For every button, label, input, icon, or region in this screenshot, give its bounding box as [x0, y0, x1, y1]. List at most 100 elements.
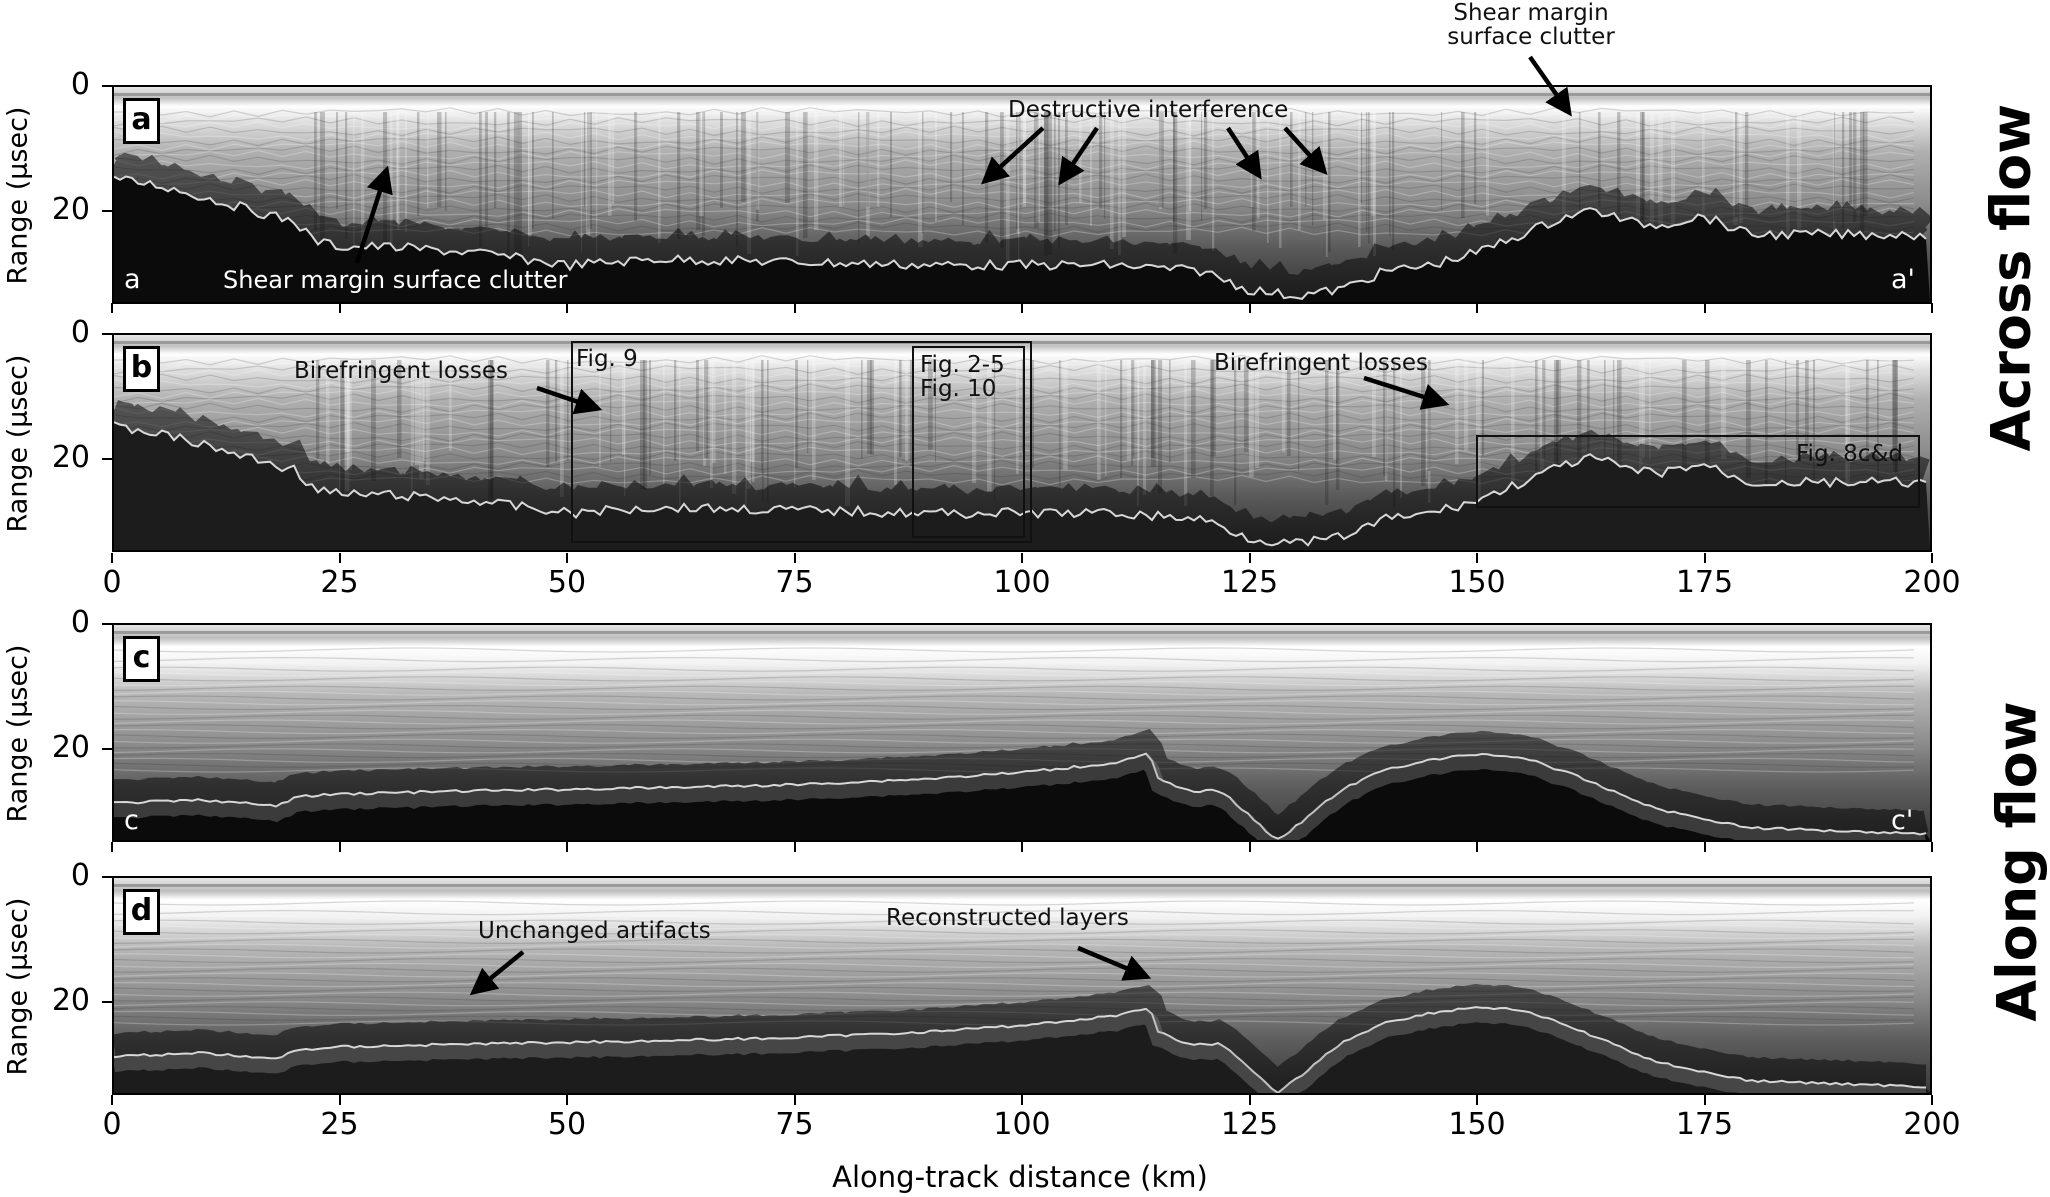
panel-b-image: [114, 335, 1930, 550]
fig9-label: Fig. 9: [576, 346, 638, 372]
xtick-label: 150: [1448, 565, 1506, 600]
xtickmark: [111, 553, 113, 563]
ytickmark: [102, 85, 112, 87]
xtickmark: [111, 842, 113, 852]
xtick-label: 175: [1675, 565, 1734, 600]
side-label-across-flow: Across flow: [1979, 103, 2043, 452]
annotation-unchanged-artifacts: Unchanged artifacts: [478, 918, 711, 944]
xtick-label: 150: [1448, 1107, 1506, 1142]
xtick-label: 75: [775, 565, 814, 600]
xtickmark: [793, 303, 796, 313]
xtick-label: 100: [993, 565, 1051, 600]
y-axis-label-d: Range (μsec): [2, 897, 34, 1076]
xtickmark: [1476, 553, 1478, 563]
ytickmark: [102, 623, 112, 625]
xtickmark: [338, 553, 341, 563]
fig8-label: Fig. 8c&d: [1796, 441, 1903, 467]
xtick-label: 50: [547, 1107, 587, 1142]
xtickmark: [1931, 553, 1933, 563]
panel-d-radargram: [112, 876, 1932, 1095]
ytick-a-0: 0: [70, 67, 90, 102]
xtickmark: [793, 553, 796, 563]
ytickmark: [102, 1001, 112, 1003]
xtickmark: [566, 303, 568, 313]
ytick-d-20: 20: [51, 983, 90, 1018]
xtickmark: [1931, 303, 1933, 313]
xtickmark: [1476, 842, 1478, 852]
ytickmark: [102, 748, 112, 750]
xtick-label: 175: [1675, 1107, 1734, 1142]
xtickmark: [1021, 842, 1023, 852]
annotation-destructive-interference: Destructive interference: [1008, 97, 1289, 123]
ytick-b-20: 20: [51, 440, 90, 475]
xtick-label: 50: [547, 565, 587, 600]
ytickmark: [102, 876, 112, 878]
fig2-5-label: Fig. 2-5: [920, 352, 1005, 378]
xtick-label: 0: [102, 1107, 122, 1142]
ytickmark: [102, 333, 112, 335]
panel-a-radargram: [112, 85, 1932, 304]
fig8-box: [1476, 435, 1920, 508]
xtickmark: [1703, 303, 1706, 313]
xtickmark: [1931, 842, 1933, 852]
ytick-c-0: 0: [70, 605, 90, 640]
y-axis-label-a: Range (μsec): [2, 106, 34, 285]
fig9-box: [571, 341, 1032, 543]
ytickmark: [102, 210, 112, 212]
ytick-a-20: 20: [51, 192, 90, 227]
xtick-label: 75: [775, 1107, 814, 1142]
xtickmark: [111, 303, 113, 313]
panel-d-image: [114, 878, 1930, 1093]
xtickmark: [338, 842, 341, 852]
xtickmark: [1476, 303, 1478, 313]
y-axis-label-b: Range (μsec): [2, 354, 34, 533]
xtick-label: 25: [320, 565, 359, 600]
annotation-birefringent-left: Birefringent losses: [294, 358, 509, 384]
ytick-d-0: 0: [70, 858, 90, 893]
xtickmark: [1248, 553, 1251, 563]
panel-label-d: d: [123, 889, 160, 935]
xtickmark: [1476, 1095, 1478, 1105]
xtick-label: 200: [1903, 1107, 1961, 1142]
xtickmark: [1021, 303, 1023, 313]
xtickmark: [1021, 553, 1023, 563]
xtickmark: [566, 842, 568, 852]
xtick-label: 25: [320, 1107, 359, 1142]
annotation-shear-margin-right-line2: surface clutter: [1447, 24, 1615, 50]
y-axis-label-c: Range (μsec): [2, 644, 34, 823]
x-axis-label: Along-track distance (km): [832, 1160, 1208, 1194]
annotation-shear-margin-right-line1: Shear margin: [1453, 0, 1609, 26]
xtickmark: [1021, 1095, 1023, 1105]
panel-label-a: a: [123, 98, 160, 144]
xtickmark: [1248, 842, 1251, 852]
panel-label-c: c: [123, 636, 160, 682]
xtickmark: [793, 1095, 796, 1105]
profile-start-c: c: [124, 805, 139, 836]
xtick-label: 0: [102, 565, 122, 600]
panel-c-radargram: [112, 623, 1932, 842]
panel-b-radargram: [112, 333, 1932, 552]
profile-end-c: c': [1891, 805, 1914, 836]
panel-c-image: [114, 625, 1930, 840]
xtickmark: [111, 1095, 113, 1105]
profile-end-a: a': [1891, 264, 1915, 295]
xtickmark: [566, 553, 568, 563]
xtickmark: [1703, 842, 1706, 852]
panel-label-b: b: [123, 346, 160, 392]
ytick-c-20: 20: [51, 730, 90, 765]
xtickmark: [566, 1095, 568, 1105]
profile-start-a: a: [124, 264, 141, 295]
xtickmark: [1248, 1095, 1251, 1105]
xtick-label: 125: [1220, 1107, 1279, 1142]
fig2-5-box: [912, 346, 1025, 538]
xtick-label: 200: [1903, 565, 1961, 600]
xtickmark: [1703, 1095, 1706, 1105]
annotation-reconstructed-layers: Reconstructed layers: [886, 905, 1129, 931]
ytick-b-0: 0: [70, 315, 90, 350]
xtick-label: 125: [1220, 565, 1279, 600]
ytickmark: [102, 458, 112, 460]
annotation-shear-margin-left: Shear margin surface clutter: [223, 266, 568, 294]
xtickmark: [338, 303, 341, 313]
annotation-birefringent-right: Birefringent losses: [1214, 350, 1429, 376]
xtickmark: [1931, 1095, 1933, 1105]
